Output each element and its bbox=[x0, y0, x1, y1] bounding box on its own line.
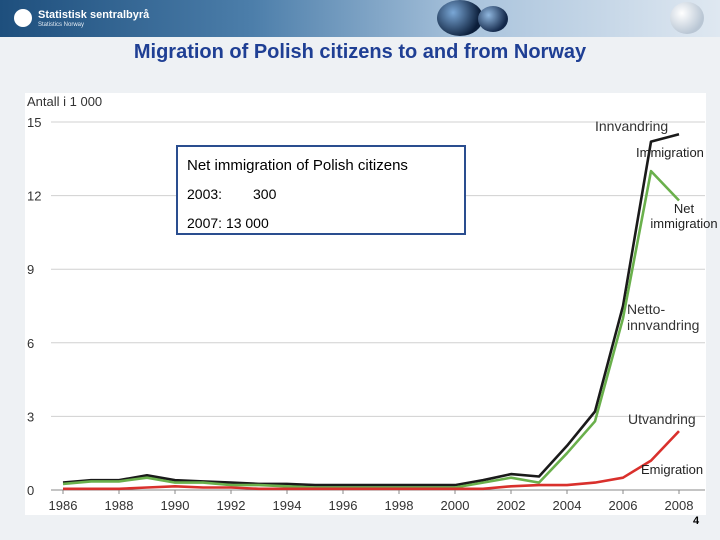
y-tick-label: 0 bbox=[27, 483, 34, 498]
immigration-english-label: Immigration bbox=[636, 145, 704, 160]
y-tick-label: 3 bbox=[27, 409, 34, 424]
page-number: 4 bbox=[693, 515, 700, 527]
x-tick-label: 1990 bbox=[161, 498, 190, 513]
series-label: innvandring bbox=[627, 317, 699, 333]
x-tick-label: 2000 bbox=[441, 498, 470, 513]
callout-row: 2007: 13 000 bbox=[187, 215, 269, 231]
x-tick-label: 1994 bbox=[273, 498, 302, 513]
y-tick-label: 15 bbox=[27, 115, 41, 130]
logo-text: Statistisk sentralbyrå bbox=[38, 9, 150, 21]
x-tick-label: 2004 bbox=[553, 498, 582, 513]
series-label: Netto- bbox=[627, 301, 665, 317]
series-line-innvandring bbox=[62, 133, 680, 487]
series-label: Utvandring bbox=[628, 411, 696, 427]
x-tick-label: 2008 bbox=[665, 498, 694, 513]
x-tick-label: 1992 bbox=[217, 498, 246, 513]
y-tick-label: 9 bbox=[27, 262, 34, 277]
callout-row-value: 13 000 bbox=[225, 215, 269, 231]
net-immigration-english-label: Net immigration bbox=[650, 201, 718, 231]
slide-title: Migration of Polish citizens to and from… bbox=[133, 41, 587, 63]
y-axis-label: Antall i 1 000 bbox=[27, 94, 102, 109]
callout-row-label: 2003: bbox=[187, 186, 223, 202]
ssb-logo-icon bbox=[14, 9, 32, 27]
x-tick-label: 2006 bbox=[609, 498, 638, 513]
y-tick-label: 12 bbox=[27, 189, 41, 204]
callout-heading: Net immigration of Polish citizens bbox=[187, 157, 408, 174]
series-label: Innvandring bbox=[595, 118, 668, 134]
x-tick-label: 1986 bbox=[49, 498, 78, 513]
decorative-ball-icon bbox=[437, 0, 483, 36]
x-tick-label: 1996 bbox=[329, 498, 358, 513]
decorative-ball-icon bbox=[478, 6, 508, 32]
decorative-ball-icon bbox=[670, 2, 704, 34]
series-line-utvandring bbox=[63, 430, 680, 491]
x-tick-label: 1988 bbox=[105, 498, 134, 513]
x-tick-label: 1998 bbox=[385, 498, 414, 513]
emigration-english-label: Emigration bbox=[641, 462, 704, 477]
chart-svg: Antall i 1 000 0 3 6 9 12 15 1986 1988 1990 1992 19… bbox=[27, 94, 705, 513]
header-banner: Statistisk sentralbyrå Statistics Norway bbox=[0, 0, 720, 37]
callout-row-label: 2007: bbox=[187, 215, 223, 231]
logo-subtext: Statistics Norway bbox=[38, 22, 85, 28]
callout-row-value: 300 bbox=[253, 186, 277, 202]
x-tick-label: 2002 bbox=[497, 498, 526, 513]
net-immigration-callout: Net immigration of Polish citizens 2003:… bbox=[176, 145, 466, 235]
y-tick-label: 6 bbox=[27, 336, 34, 351]
